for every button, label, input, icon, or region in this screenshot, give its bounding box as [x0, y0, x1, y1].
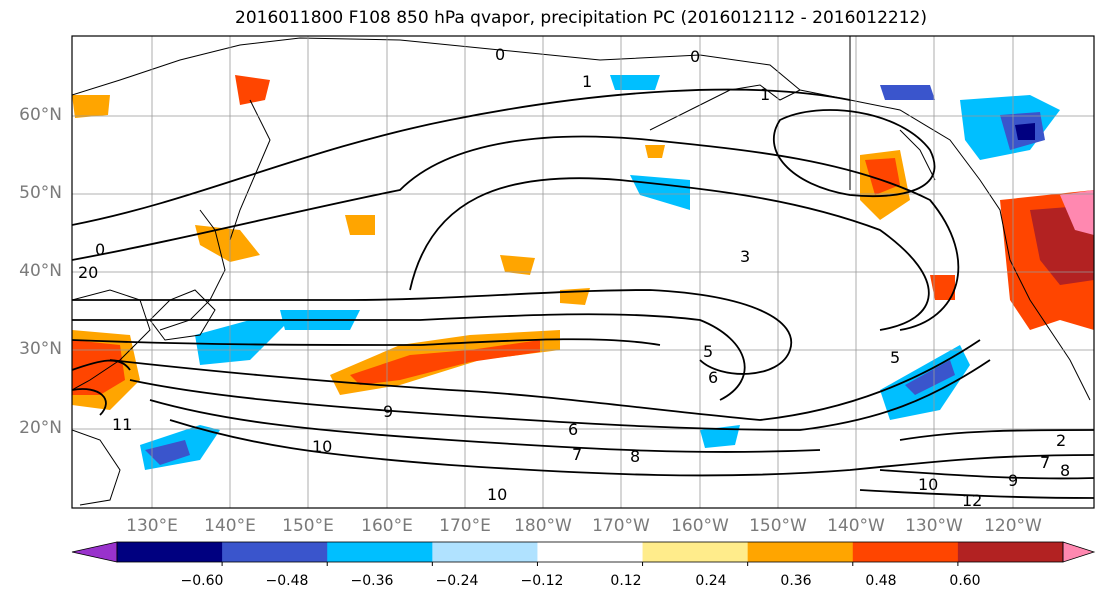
contour-label: 10: [918, 475, 938, 494]
colorbar-tick-label: 0.48: [865, 573, 897, 589]
coastlines: [72, 36, 1091, 506]
lon-label: 130°W: [905, 516, 963, 536]
contour-label: 12: [962, 491, 982, 510]
contour-label: 3: [740, 247, 750, 266]
lon-label: 180°W: [514, 516, 572, 536]
contour-label: 1: [582, 72, 592, 91]
contour-label: 6: [708, 368, 718, 387]
lon-label: 160°E: [361, 516, 413, 536]
lon-label: 170°E: [439, 516, 491, 536]
lat-label-40n: 40°N: [19, 261, 62, 281]
precip-shading: [72, 75, 1094, 470]
colorbar-segment: [537, 542, 644, 562]
lon-label: 160°W: [671, 516, 729, 536]
colorbar-tick-label: −0.48: [265, 573, 309, 589]
contour-label: 5: [703, 342, 713, 361]
contour-label: 0: [95, 240, 105, 259]
contour-label: 5: [890, 348, 900, 367]
contour-label: 11: [112, 415, 132, 434]
contour-label: 7: [572, 445, 582, 464]
lon-label: 120°W: [984, 516, 1042, 536]
colorbar-segment: [852, 542, 959, 562]
contour-label: 7: [1040, 453, 1050, 472]
contour-label: 9: [383, 402, 393, 421]
lon-label: 140°E: [204, 516, 256, 536]
lat-label-60n: 60°N: [19, 105, 62, 125]
contour-labels: 0 0 0 1 1 3 5 5 6 6 7 7 8 8 9 9 10 10 10…: [78, 45, 1070, 510]
colorbar-segment: [117, 542, 223, 562]
colorbar: [71, 541, 1096, 566]
map-frame: [71, 35, 1095, 509]
lon-label: 150°W: [749, 516, 807, 536]
lon-label: 140°W: [827, 516, 885, 536]
colorbar-tick-label: 0.12: [610, 573, 642, 589]
contour-label: 0: [690, 47, 700, 66]
colorbar-tick-label: −0.12: [520, 573, 564, 589]
colorbar-extend-high: [1062, 541, 1096, 563]
colorbar-segment: [327, 542, 433, 562]
contour-label: 10: [487, 485, 507, 504]
colorbar-tick-label: −0.60: [180, 573, 224, 589]
colorbar-segment: [642, 542, 749, 562]
contour-label: 10: [312, 437, 332, 456]
lat-label-20n: 20°N: [19, 418, 62, 438]
colorbar-frame: [116, 541, 1064, 563]
lon-label: 130°E: [126, 516, 178, 536]
colorbar-segment: [222, 542, 328, 562]
contour-label: 0: [495, 45, 505, 64]
qvapor-contours: [72, 88, 1094, 499]
colorbar-tick-label: 0.60: [949, 573, 981, 589]
contour-label: 20: [78, 263, 98, 282]
colorbar-segment: [747, 542, 854, 562]
contour-label: 2: [1056, 431, 1066, 450]
contour-label: 6: [568, 420, 578, 439]
colorbar-segment: [432, 542, 538, 562]
lon-label: 150°E: [282, 516, 334, 536]
contour-label: 8: [1060, 461, 1070, 480]
graticule: [72, 36, 1094, 508]
contour-label: 8: [630, 447, 640, 466]
colorbar-tick-label: 0.36: [780, 573, 812, 589]
lat-label-50n: 50°N: [19, 183, 62, 203]
colorbar-segment: [957, 542, 1064, 562]
map-title: 2016011800 F108 850 hPa qvapor, precipit…: [235, 8, 927, 28]
colorbar-extend-low: [71, 541, 118, 563]
lon-label: 170°W: [592, 516, 650, 536]
colorbar-tick-label: 0.24: [695, 573, 727, 589]
colorbar-tick-label: −0.36: [350, 573, 394, 589]
contour-label: 1: [760, 85, 770, 104]
contour-label: 9: [1008, 471, 1018, 490]
colorbar-tick-label: −0.24: [435, 573, 479, 589]
lat-label-30n: 30°N: [19, 339, 62, 359]
